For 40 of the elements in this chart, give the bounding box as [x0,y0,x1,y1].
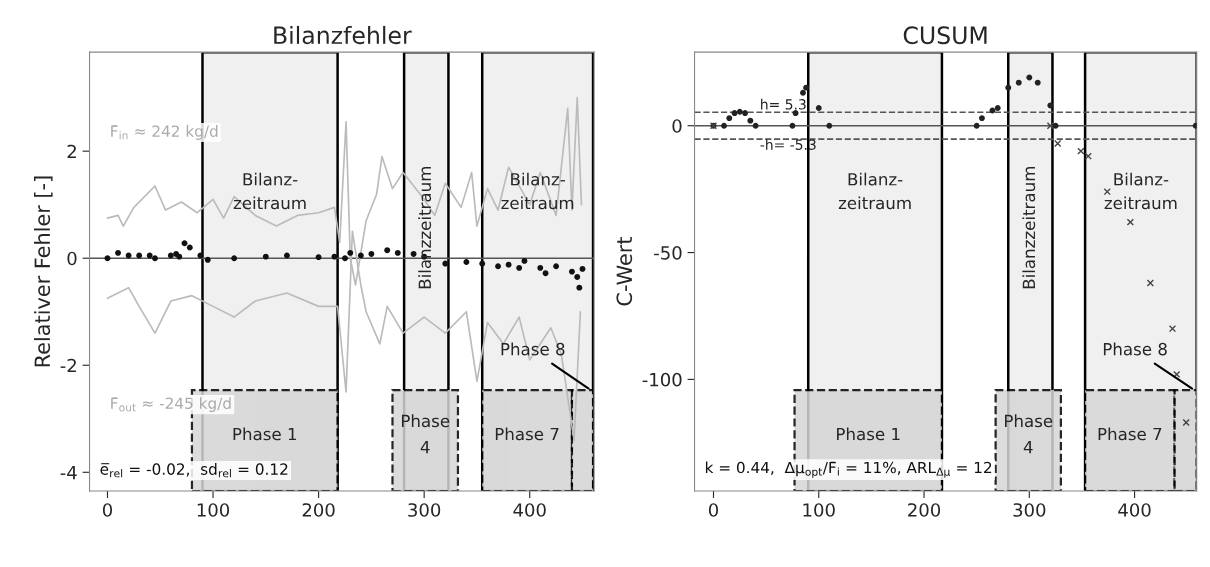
annotation: F̄$_{in}$ ≈ 242 kg/d [111,125,218,140]
chart-title: Bilanzfehler [274,25,412,45]
band-label: Phase 8 [501,342,565,356]
annotation: k = 0.44, Δμ$_{opt}$/F̄$_{i}$ = 11%, ARL$_{Δμ}$ = 12 [705,461,992,478]
band-label: Bilanz- zeitraum [1104,172,1177,210]
y-tick-label: 2 [67,144,76,159]
y-axis-title: C-Wert [616,237,633,306]
y-tick-label: 0 [67,251,77,266]
y-tick-label: -50 [654,246,682,260]
x-tick-label: 0 [102,503,113,517]
x-tick-label: 100 [197,503,230,517]
ref-line-label: h= 5.3 [761,98,806,110]
band-label: Phase 7 [1098,427,1162,441]
band-label: Bilanz- zeitraum [501,172,574,210]
band-label: Bilanz- zeitraum [233,172,306,210]
x-tick-label: 300 [1013,503,1046,517]
y-tick-label: -4 [60,465,77,480]
y-tick-label: -100 [642,372,682,387]
band-label: Bilanz- zeitraum [838,172,911,210]
y-tick-label: 0 [672,119,682,133]
annotation: F̄$_{out}$ ≈ -245 kg/d [111,397,231,412]
chart-title: CUSUM [903,26,987,45]
x-tick-label: 400 [513,503,546,517]
band-label: Bilanzzeitraum [418,166,432,289]
band-label: Phase 7 [495,427,559,441]
band-label: Phase 4 [1005,414,1053,454]
x-tick-label: 200 [302,503,335,517]
x-tick-label: 0 [708,503,719,517]
y-axis-title: Relativer Fehler [-] [34,176,53,367]
x-tick-label: 400 [1118,503,1151,517]
x-tick-label: 200 [908,503,941,517]
band-label: Bilanzzeitraum [1022,166,1036,289]
x-tick-label: 100 [803,503,835,517]
band-label: Phase 4 [401,414,450,454]
x-tick-label: 300 [408,503,441,517]
band-label: Phase 1 [233,427,297,441]
annotation: e̅$_{rel}$ = -0.02, sd$_{rel}$ = 0.12 [100,463,288,478]
band-label: Phase 8 [1103,342,1167,356]
band-label: Phase 1 [837,427,900,441]
y-tick-label: -2 [60,358,76,373]
